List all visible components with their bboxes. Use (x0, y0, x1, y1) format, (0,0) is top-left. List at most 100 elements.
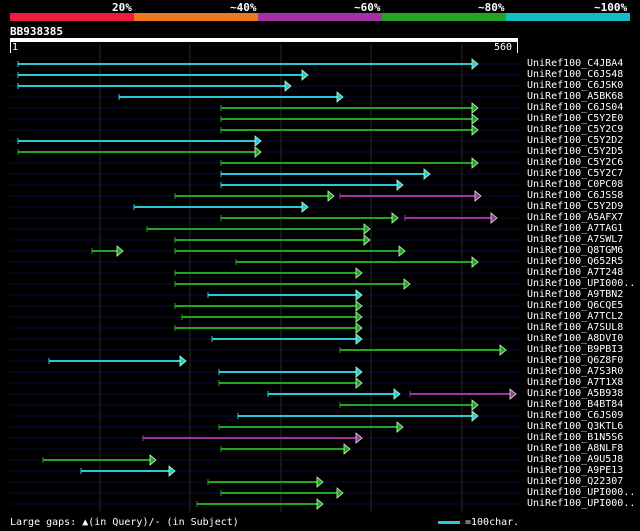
hit-name-link[interactable]: UniRef100_C5Y2D5 (527, 146, 624, 157)
segment-arrow-icon (499, 344, 507, 356)
legend-label-60: ~60% (354, 1, 381, 14)
segment-arrow-icon (355, 311, 363, 323)
segment-arrow-icon (168, 465, 176, 477)
segment-arrow-icon (284, 80, 292, 92)
hit-name-link[interactable]: UniRef100_C5Y2C9 (527, 124, 624, 135)
color-band-20 (10, 13, 134, 21)
query-id: BB938385 (10, 25, 63, 38)
hit-name-link[interactable]: UniRef100_A8NLF8 (527, 443, 624, 454)
hit-name-link[interactable]: UniRef100_Q6CQE5 (527, 300, 624, 311)
segment-arrow-icon (355, 366, 363, 378)
segment-arrow-icon (391, 212, 399, 224)
hit-name-link[interactable]: UniRef100_C5Y2C6 (527, 157, 624, 168)
hit-name-link[interactable]: UniRef100_C4JBA4 (527, 58, 624, 69)
hit-name-link[interactable]: UniRef100_A8DVI0 (527, 333, 624, 344)
ruler-end-tick (517, 42, 518, 53)
segment-arrow-icon (336, 91, 344, 103)
hit-name-link[interactable]: UniRef100_UPI000.. (527, 498, 636, 509)
color-band-100 (506, 13, 630, 21)
segment-arrow-icon (116, 245, 124, 257)
legend-label-40: ~40% (230, 1, 257, 14)
segment-arrow-icon (355, 432, 363, 444)
segment-arrow-icon (471, 58, 479, 70)
hit-name-link[interactable]: UniRef100_C6JS48 (527, 69, 624, 80)
segment-arrow-icon (355, 322, 363, 334)
segment-arrow-icon (403, 278, 411, 290)
segment-arrow-icon (355, 300, 363, 312)
segment-arrow-icon (363, 234, 371, 246)
hit-name-link[interactable]: UniRef100_A5B938 (527, 388, 624, 399)
segment-arrow-icon (471, 157, 479, 169)
hit-name-link[interactable]: UniRef100_A7S3R0 (527, 366, 624, 377)
segment-arrow-icon (149, 454, 157, 466)
segment-arrow-icon (327, 190, 335, 202)
query-ruler (10, 38, 518, 42)
hit-name-link[interactable]: UniRef100_C6JS09 (527, 410, 624, 421)
segment-arrow-icon (254, 135, 262, 147)
segment-arrow-icon (363, 223, 371, 235)
hit-name-link[interactable]: UniRef100_UPI000.. (527, 278, 636, 289)
segment-arrow-icon (355, 333, 363, 345)
hit-name-link[interactable]: UniRef100_Q652R5 (527, 256, 624, 267)
ruler-start-tick (10, 42, 11, 53)
segment-arrow-icon (471, 124, 479, 136)
segment-arrow-icon (474, 190, 482, 202)
legend-label-20: 20% (112, 1, 132, 14)
hit-name-link[interactable]: UniRef100_C5Y2C7 (527, 168, 624, 179)
segment-arrow-icon (398, 245, 406, 257)
hit-name-link[interactable]: UniRef100_C5Y2D2 (527, 135, 624, 146)
segment-arrow-icon (301, 69, 309, 81)
segment-arrow-icon (355, 267, 363, 279)
scale-label: =100char. (465, 517, 520, 528)
segment-arrow-icon (396, 421, 404, 433)
segment-arrow-icon (179, 355, 187, 367)
hit-name-link[interactable]: UniRef100_Q3KTL6 (527, 421, 624, 432)
segment-arrow-icon (393, 388, 401, 400)
segment-arrow-icon (254, 146, 262, 158)
segment-arrow-icon (471, 399, 479, 411)
hit-name-link[interactable]: UniRef100_A7T1X8 (527, 377, 624, 388)
ruler-start-label: 1 (12, 42, 19, 53)
hit-name-link[interactable]: UniRef100_A7SWL7 (527, 234, 624, 245)
hit-name-link[interactable]: UniRef100_UPI000.. (527, 487, 636, 498)
hit-name-link[interactable]: UniRef100_A7TCL2 (527, 311, 624, 322)
hit-name-link[interactable]: UniRef100_A9PE13 (527, 465, 624, 476)
segment-arrow-icon (301, 201, 309, 213)
hit-name-link[interactable]: UniRef100_C0PC08 (527, 179, 624, 190)
color-band-40 (134, 13, 258, 21)
hit-name-link[interactable]: UniRef100_A7SUL8 (527, 322, 624, 333)
hit-name-link[interactable]: UniRef100_C6JSK0 (527, 80, 624, 91)
hit-name-link[interactable]: UniRef100_B1N5S6 (527, 432, 624, 443)
hit-name-link[interactable]: UniRef100_C6JS04 (527, 102, 624, 113)
segment-arrow-icon (471, 410, 479, 422)
segment-arrow-icon (343, 443, 351, 455)
hit-name-link[interactable]: UniRef100_A7TAG1 (527, 223, 624, 234)
gap-legend: Large gaps: ▲(in Query)/- (in Subject) (10, 517, 239, 528)
segment-arrow-icon (355, 289, 363, 301)
hit-name-link[interactable]: UniRef100_C5Y2D9 (527, 201, 624, 212)
legend-label-80: ~80% (478, 1, 505, 14)
legend-label-100: ~100% (594, 1, 628, 14)
hit-name-link[interactable]: UniRef100_Q22307 (527, 476, 624, 487)
hit-name-link[interactable]: UniRef100_C6JSS8 (527, 190, 624, 201)
segment-arrow-icon (490, 212, 498, 224)
hit-name-link[interactable]: UniRef100_A9U5J8 (527, 454, 624, 465)
segment-arrow-icon (423, 168, 431, 180)
hit-name-link[interactable]: UniRef100_A9TBN2 (527, 289, 624, 300)
segment-arrow-icon (396, 179, 404, 191)
hit-name-link[interactable]: UniRef100_B4BT84 (527, 399, 624, 410)
identity-color-bar (10, 13, 630, 21)
segment-arrow-icon (336, 487, 344, 499)
hit-name-link[interactable]: UniRef100_C5Y2E0 (527, 113, 624, 124)
hit-name-link[interactable]: UniRef100_Q6Z8F0 (527, 355, 624, 366)
segment-arrow-icon (355, 377, 363, 389)
scale-bar (438, 521, 460, 524)
hit-name-link[interactable]: UniRef100_A7T248 (527, 267, 624, 278)
hit-name-link[interactable]: UniRef100_A5AFX7 (527, 212, 624, 223)
hit-name-link[interactable]: UniRef100_A5BK68 (527, 91, 624, 102)
hit-name-link[interactable]: UniRef100_B9PBI3 (527, 344, 624, 355)
ruler-end-label: 560 (494, 42, 513, 53)
hit-name-link[interactable]: UniRef100_Q8TGM6 (527, 245, 624, 256)
segment-arrow-icon (471, 102, 479, 114)
